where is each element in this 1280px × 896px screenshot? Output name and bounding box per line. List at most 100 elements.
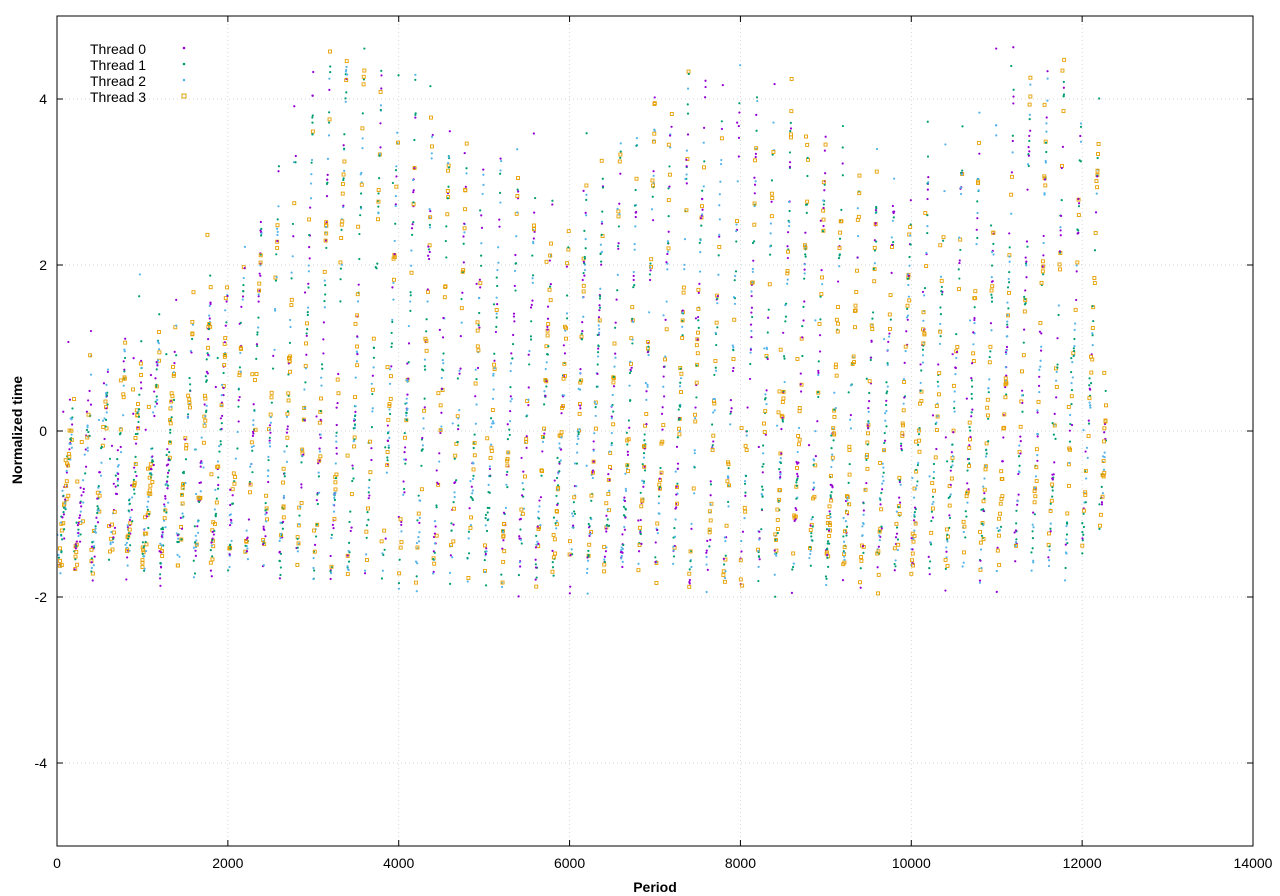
point-thread-0 — [912, 519, 916, 522]
point-thread-2 — [749, 351, 752, 354]
point-thread-2 — [809, 552, 812, 556]
point-thread-0 — [958, 259, 961, 262]
point-thread-1 — [809, 564, 812, 567]
point-thread-0 — [332, 526, 335, 530]
point-thread-0 — [173, 361, 176, 365]
point-thread-0 — [307, 282, 310, 285]
point-thread-1 — [955, 333, 958, 336]
point-thread-3 — [691, 486, 696, 491]
point-thread-3 — [869, 323, 874, 328]
point-thread-3 — [909, 571, 914, 576]
point-thread-3 — [910, 558, 914, 563]
point-thread-1 — [826, 540, 830, 543]
point-thread-2 — [641, 479, 644, 482]
point-thread-2 — [192, 546, 196, 549]
point-thread-0 — [505, 473, 508, 476]
point-thread-2 — [116, 479, 119, 482]
point-thread-0 — [205, 370, 208, 373]
point-thread-2 — [559, 459, 562, 462]
point-thread-3 — [126, 533, 131, 538]
point-thread-1 — [57, 556, 61, 559]
point-thread-2 — [672, 549, 675, 552]
point-thread-2 — [249, 465, 252, 468]
point-thread-2 — [895, 510, 898, 513]
point-thread-0 — [513, 320, 516, 323]
point-thread-2 — [471, 492, 474, 495]
point-thread-0 — [900, 447, 903, 450]
point-thread-3 — [792, 513, 797, 518]
point-thread-2 — [312, 566, 315, 570]
point-thread-1 — [1030, 551, 1033, 554]
point-thread-2 — [724, 540, 727, 543]
point-thread-0 — [108, 524, 112, 527]
point-thread-0 — [697, 291, 700, 294]
point-thread-0 — [391, 286, 394, 289]
point-thread-0 — [293, 105, 296, 108]
point-thread-1 — [598, 306, 602, 309]
point-thread-1 — [1081, 552, 1084, 555]
point-thread-1 — [342, 177, 345, 180]
point-thread-2 — [86, 426, 89, 429]
point-thread-0 — [214, 385, 217, 389]
point-thread-3 — [973, 296, 978, 301]
point-thread-1 — [830, 447, 833, 450]
point-thread-2 — [624, 472, 627, 475]
point-thread-0 — [885, 399, 888, 402]
point-thread-0 — [520, 456, 523, 460]
point-thread-2 — [1102, 468, 1106, 471]
point-thread-0 — [176, 534, 179, 537]
point-thread-0 — [485, 547, 488, 550]
point-thread-2 — [603, 558, 606, 561]
point-thread-1 — [681, 334, 684, 337]
point-thread-1 — [204, 375, 207, 378]
point-thread-1 — [878, 530, 881, 533]
point-thread-0 — [258, 272, 261, 275]
point-thread-3 — [865, 466, 870, 471]
point-thread-3 — [930, 506, 935, 511]
point-thread-2 — [181, 512, 184, 515]
point-thread-0 — [89, 329, 93, 333]
point-thread-2 — [414, 560, 418, 563]
point-thread-1 — [376, 262, 379, 265]
point-thread-0 — [478, 278, 481, 281]
point-thread-0 — [527, 386, 530, 389]
point-thread-1 — [990, 296, 994, 299]
point-thread-1 — [414, 113, 417, 117]
point-thread-1 — [651, 195, 654, 198]
point-thread-1 — [114, 474, 117, 477]
point-thread-2 — [558, 442, 561, 445]
point-thread-1 — [932, 476, 935, 480]
point-thread-2 — [125, 546, 129, 549]
point-thread-2 — [279, 521, 282, 524]
point-thread-2 — [988, 378, 991, 381]
point-thread-1 — [169, 431, 172, 434]
point-thread-2 — [584, 238, 587, 241]
x-tick-label: 14000 — [1234, 855, 1273, 871]
point-thread-0 — [1094, 211, 1098, 214]
point-thread-0 — [404, 446, 407, 449]
point-thread-3 — [551, 533, 556, 537]
point-thread-0 — [1062, 86, 1065, 89]
point-thread-1 — [819, 295, 822, 298]
point-thread-0 — [1076, 232, 1079, 235]
point-thread-2 — [312, 577, 315, 581]
point-thread-2 — [1045, 122, 1048, 125]
point-thread-2 — [803, 272, 806, 275]
point-thread-1 — [361, 112, 364, 115]
point-thread-3 — [391, 277, 396, 282]
point-thread-1 — [1073, 337, 1076, 341]
point-thread-2 — [931, 502, 934, 506]
point-thread-3 — [667, 172, 672, 177]
point-thread-3 — [997, 516, 1001, 521]
point-thread-1 — [612, 375, 615, 379]
point-thread-1 — [616, 245, 620, 248]
point-thread-3 — [64, 479, 69, 484]
point-thread-2 — [665, 300, 668, 303]
point-thread-2 — [995, 124, 998, 127]
point-thread-2 — [210, 544, 213, 547]
point-thread-3 — [902, 380, 907, 384]
point-thread-0 — [153, 390, 156, 393]
point-thread-3 — [1036, 399, 1041, 404]
point-thread-2 — [666, 268, 669, 271]
point-thread-3 — [626, 469, 631, 474]
